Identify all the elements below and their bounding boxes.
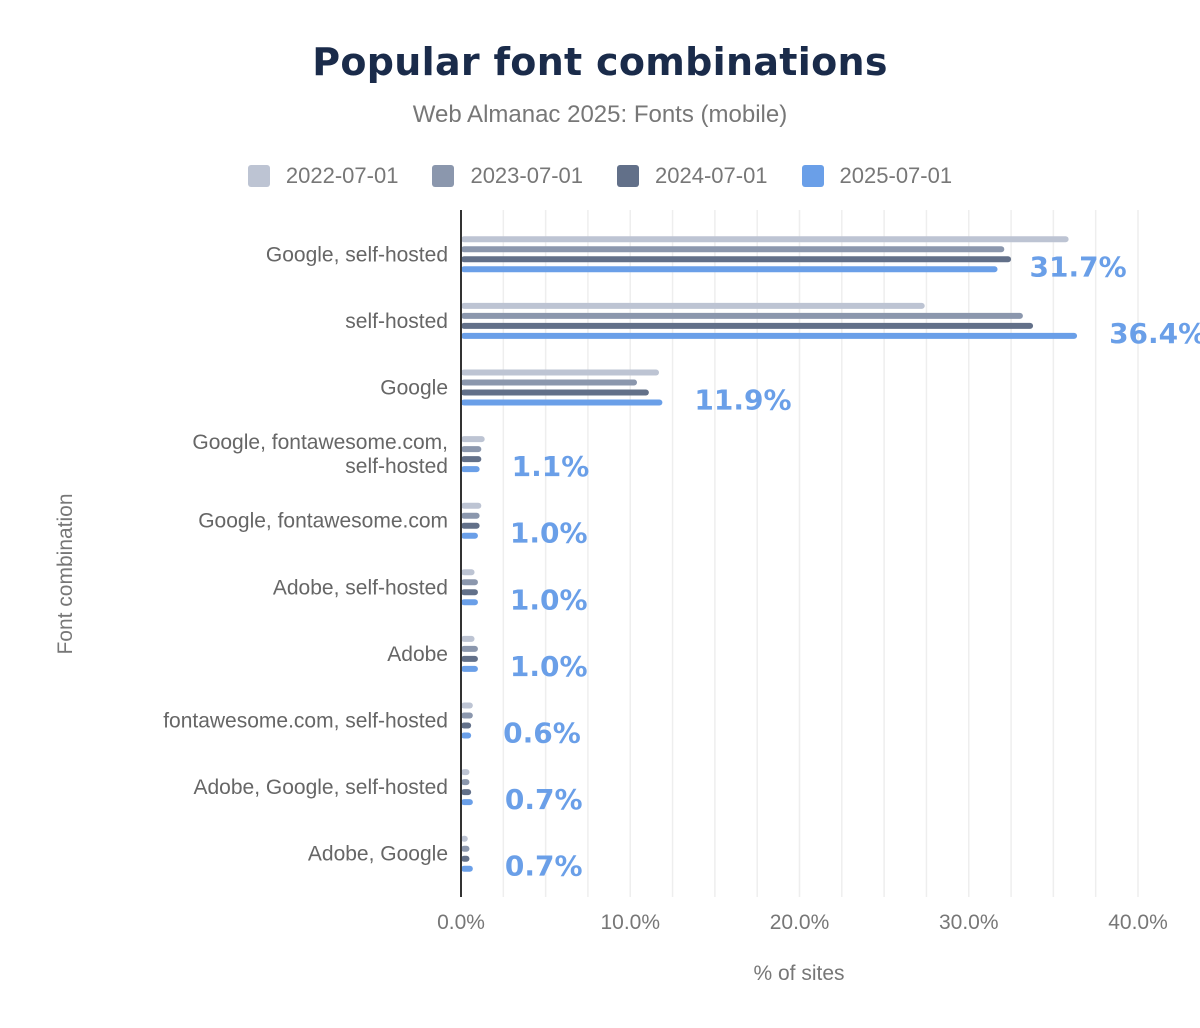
legend-label: 2025-07-01: [839, 163, 953, 188]
category-label: self-hosted: [345, 310, 448, 333]
bar: [461, 369, 660, 376]
legend-label: 2023-07-01: [470, 163, 583, 188]
y-axis-label: Font combination: [54, 493, 77, 654]
data-label: 0.6%: [503, 717, 581, 750]
data-label: 0.7%: [505, 783, 583, 816]
bar: [461, 789, 472, 796]
data-label: 31.7%: [1030, 250, 1127, 283]
bar: [461, 532, 478, 539]
bar: [461, 512, 480, 519]
legend: 2022-07-01 2023-07-01 2024-07-01 2025-07…: [0, 163, 1200, 189]
category-label: Adobe, self-hosted: [273, 576, 448, 599]
bar: [461, 855, 470, 862]
bar: [461, 722, 472, 729]
bar: [461, 456, 482, 463]
bar: [461, 569, 475, 576]
bar: [461, 312, 1023, 319]
bar: [461, 702, 473, 709]
legend-item[interactable]: 2023-07-01: [432, 163, 583, 189]
chart-title: Popular font combinations: [312, 40, 888, 84]
legend-item[interactable]: 2025-07-01: [801, 163, 953, 189]
legend-item[interactable]: 2024-07-01: [617, 163, 768, 189]
legend-label: 2024-07-01: [655, 163, 768, 188]
bar: [461, 446, 482, 453]
bar: [461, 835, 468, 842]
bar: [461, 399, 663, 406]
bar: [461, 466, 480, 473]
data-label: 0.7%: [505, 850, 583, 883]
data-label: 1.0%: [510, 583, 588, 616]
bar: [461, 436, 485, 443]
data-label: 1.0%: [510, 517, 588, 550]
bar: [461, 332, 1078, 339]
bar: [461, 522, 480, 529]
bar: [461, 599, 478, 606]
bar: [461, 865, 473, 872]
data-label: 36.4%: [1109, 317, 1200, 350]
bar: [461, 502, 482, 509]
x-axis-label: % of sites: [753, 962, 844, 985]
legend-swatch: [432, 165, 455, 187]
category-label: Adobe, Google, self-hosted: [193, 776, 448, 799]
bar: [461, 322, 1034, 329]
bar: [461, 665, 478, 672]
category-label: Adobe, Google: [308, 843, 448, 866]
legend-swatch: [617, 165, 639, 187]
chart-subtitle: Web Almanac 2025: Fonts (mobile): [412, 101, 788, 128]
data-label: 1.1%: [512, 450, 590, 483]
data-label: 11.9%: [694, 384, 791, 417]
bar: [461, 712, 473, 719]
bar: [461, 779, 470, 786]
bar: [461, 302, 925, 309]
category-label: Google, fontawesome.com: [198, 510, 448, 533]
legend-item[interactable]: 2022-07-01: [247, 163, 399, 189]
data-label: 1.0%: [510, 650, 588, 683]
bar: [461, 266, 998, 273]
bar: [461, 246, 1005, 253]
category-label: Google, self-hosted: [266, 243, 448, 266]
bar: [461, 769, 470, 776]
category-label: fontawesome.com, self-hosted: [163, 710, 448, 733]
bar: [461, 845, 470, 852]
bar: [461, 655, 478, 662]
legend-swatch: [801, 165, 824, 187]
x-tick-label: 10.0%: [600, 911, 660, 934]
x-tick-label: 30.0%: [939, 911, 999, 934]
legend-swatch: [247, 165, 270, 187]
bar: [461, 389, 649, 396]
bar: [461, 589, 478, 596]
category-label: Google: [380, 377, 448, 400]
bar: [461, 256, 1012, 263]
legend-label: 2022-07-01: [285, 163, 399, 188]
category-label: self-hosted: [345, 455, 448, 478]
bar: [461, 645, 478, 652]
bar: [461, 799, 473, 806]
x-tick-label: 20.0%: [770, 911, 830, 934]
category-label: Adobe: [387, 643, 448, 666]
bar: [461, 732, 472, 739]
bar: [461, 379, 638, 386]
x-tick-label: 40.0%: [1108, 911, 1168, 934]
bar: [461, 579, 478, 586]
category-label: Google, fontawesome.com,: [192, 431, 448, 454]
x-tick-label: 0.0%: [437, 911, 485, 934]
bar: [461, 635, 475, 642]
bar: [461, 236, 1069, 243]
